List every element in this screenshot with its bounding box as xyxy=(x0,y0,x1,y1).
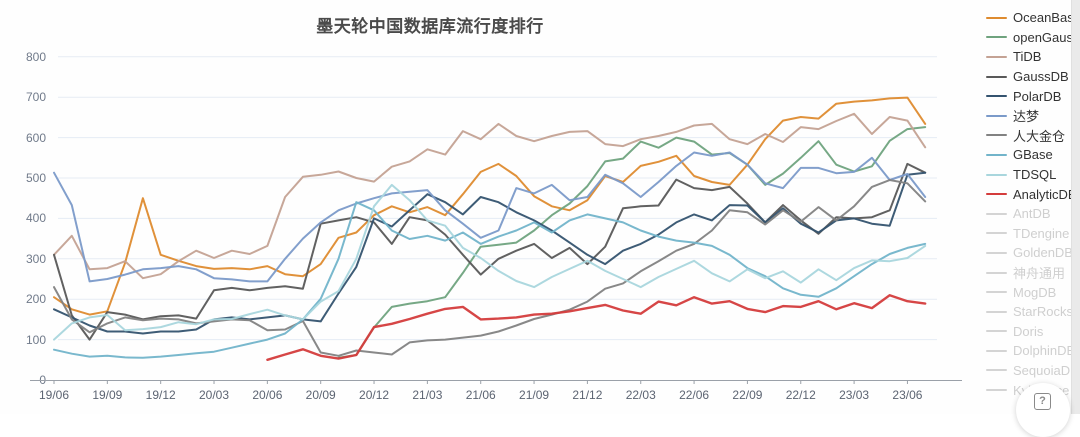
x-axis-label-20-03: 20/03 xyxy=(199,388,230,402)
x-axis-label-21-12: 21/12 xyxy=(572,388,603,402)
legend-item-GBase[interactable]: GBase xyxy=(986,145,1078,165)
legend-swatch-神舟通用 xyxy=(986,271,1007,274)
legend-swatch-Kyligence xyxy=(986,389,1007,392)
chart-page: 墨天轮中国数据库流行度排行 0100200300400500600700800 … xyxy=(0,0,1080,414)
series-line-PolarDB xyxy=(53,171,927,335)
legend-swatch-DolphinDB xyxy=(986,349,1007,352)
x-axis-label-20-09: 20/09 xyxy=(305,388,336,402)
legend-swatch-GoldenDB xyxy=(986,251,1007,254)
legend-item-DolphinDB[interactable]: DolphinDB xyxy=(986,341,1078,361)
legend-item-达梦[interactable]: 达梦 xyxy=(986,106,1078,126)
series-line-GaussDB xyxy=(53,162,927,341)
x-axis-label-22-09: 22/09 xyxy=(732,388,763,402)
legend-swatch-StarRocks xyxy=(986,310,1007,313)
page-edge-strip xyxy=(1071,0,1080,414)
legend-item-PolarDB[interactable]: PolarDB xyxy=(986,86,1078,106)
legend-item-OceanBase[interactable]: OceanBase xyxy=(986,8,1080,28)
legend-label-MogDB: MogDB xyxy=(1013,284,1057,300)
y-axis-label-400: 400 xyxy=(25,211,46,226)
x-axis-label-22-12: 22/12 xyxy=(785,388,816,402)
legend-label-GBase: GBase xyxy=(1013,147,1053,163)
y-axis-label-800: 800 xyxy=(25,49,46,64)
x-axis-label-19-12: 19/12 xyxy=(145,388,176,402)
legend-item-GaussDB[interactable]: GaussDB xyxy=(986,67,1078,87)
legend-item-TDSQL[interactable]: TDSQL xyxy=(986,165,1078,185)
legend-swatch-GBase xyxy=(986,153,1007,156)
x-axis-label-22-03: 22/03 xyxy=(625,388,656,402)
y-axis-label-500: 500 xyxy=(25,171,46,185)
x-axis-label-21-09: 21/09 xyxy=(519,388,550,402)
legend-item-MogDB[interactable]: MogDB xyxy=(986,282,1078,302)
legend-label-SequoiaDB: SequoiaDB xyxy=(1013,362,1079,378)
legend-swatch-AnalyticDB xyxy=(986,193,1007,196)
legend-label-TDSQL: TDSQL xyxy=(1013,167,1057,183)
x-axis-label-23-03: 23/03 xyxy=(839,388,870,402)
legend-item-Doris[interactable]: Doris xyxy=(986,322,1078,342)
y-axis-label-300: 300 xyxy=(25,251,46,266)
legend-item-StarRocks[interactable]: StarRocks xyxy=(986,302,1078,322)
legend-label-OceanBase: OceanBase xyxy=(1013,10,1080,26)
help-button[interactable]: ? xyxy=(1016,383,1070,437)
legend-swatch-达梦 xyxy=(986,114,1007,117)
legend-label-GaussDB: GaussDB xyxy=(1013,69,1069,85)
line-chart-canvas[interactable] xyxy=(0,0,1080,414)
legend-label-DolphinDB: DolphinDB xyxy=(1013,343,1076,359)
chart-title: 墨天轮中国数据库流行度排行 xyxy=(316,17,544,36)
legend-swatch-Doris xyxy=(986,330,1007,333)
legend-item-SequoiaDB[interactable]: SequoiaDB xyxy=(986,361,1079,381)
series-line-openGauss xyxy=(337,126,927,359)
legend-label-PolarDB: PolarDB xyxy=(1013,88,1062,104)
legend-swatch-GaussDB xyxy=(986,75,1007,78)
legend-swatch-人大金仓 xyxy=(986,134,1007,137)
legend-item-TDengine[interactable]: TDengine xyxy=(986,224,1078,244)
x-axis-label-21-03: 21/03 xyxy=(412,388,443,402)
legend-label-openGauss: openGauss xyxy=(1013,29,1080,45)
x-axis-label-20-06: 20/06 xyxy=(252,388,283,402)
y-axis-label-600: 600 xyxy=(25,130,46,145)
x-axis-label-20-12: 20/12 xyxy=(359,388,390,402)
legend-label-AnalyticDB: AnalyticDB xyxy=(1013,186,1077,202)
legend-label-TiDB: TiDB xyxy=(1013,49,1042,65)
series-line-TiDB xyxy=(53,112,927,280)
legend-item-TiDB[interactable]: TiDB xyxy=(986,47,1078,67)
y-axis-label-700: 700 xyxy=(25,90,46,105)
legend-label-达梦: 达梦 xyxy=(1013,109,1040,125)
legend-swatch-TDengine xyxy=(986,232,1007,235)
legend-swatch-OceanBase xyxy=(986,16,1007,19)
series-line-AnalyticDB xyxy=(266,294,927,361)
legend-label-人大金仓: 人大金仓 xyxy=(1013,128,1066,144)
y-axis-label-200: 200 xyxy=(25,292,46,307)
legend-item-AnalyticDB[interactable]: AnalyticDB xyxy=(986,184,1078,204)
legend-swatch-openGauss xyxy=(986,36,1007,39)
legend-label-Doris: Doris xyxy=(1013,323,1044,339)
legend-swatch-MogDB xyxy=(986,291,1007,294)
legend-swatch-SequoiaDB xyxy=(986,369,1007,372)
x-axis-label-19-06: 19/06 xyxy=(38,388,70,402)
series-line-达梦 xyxy=(53,151,927,283)
x-axis-label-19-09: 19/09 xyxy=(92,388,123,402)
legend-item-GoldenDB[interactable]: GoldenDB xyxy=(986,243,1078,263)
legend-item-人大金仓[interactable]: 人大金仓 xyxy=(986,126,1078,146)
legend-label-GoldenDB: GoldenDB xyxy=(1013,245,1073,261)
legend-label-神舟通用: 神舟通用 xyxy=(1013,266,1066,282)
legend-label-TDengine: TDengine xyxy=(1013,225,1070,241)
chart-legend: OceanBase openGauss TiDB GaussDB PolarDB 达梦人大… xyxy=(986,8,1080,400)
boxed-question-mark-icon: ? xyxy=(1034,393,1051,410)
legend-swatch-PolarDB xyxy=(986,95,1007,98)
x-axis-label-22-06: 22/06 xyxy=(679,388,710,402)
legend-item-神舟通用[interactable]: 神舟通用 xyxy=(986,263,1078,283)
legend-label-AntDB: AntDB xyxy=(1013,206,1051,222)
legend-item-AntDB[interactable]: AntDB xyxy=(986,204,1078,224)
legend-swatch-AntDB xyxy=(986,212,1007,215)
x-axis-label-23-06: 23/06 xyxy=(892,388,923,402)
series-line-GBase xyxy=(53,201,927,359)
y-axis-label-100: 100 xyxy=(25,332,46,347)
legend-label-StarRocks: StarRocks xyxy=(1013,304,1073,320)
x-axis-label-21-06: 21/06 xyxy=(465,388,496,402)
series-line-TDSQL xyxy=(53,183,927,341)
legend-swatch-TiDB xyxy=(986,55,1007,58)
series-line-OceanBase xyxy=(53,96,927,316)
legend-swatch-TDSQL xyxy=(986,173,1007,176)
legend-item-openGauss[interactable]: openGauss xyxy=(986,28,1080,48)
